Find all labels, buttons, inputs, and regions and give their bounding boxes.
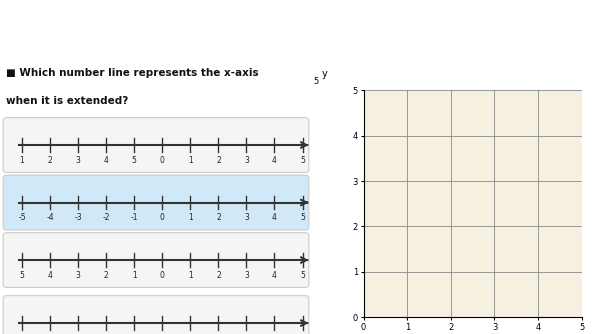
Text: 5: 5 [300, 156, 305, 165]
FancyBboxPatch shape [3, 175, 309, 230]
FancyBboxPatch shape [3, 296, 309, 334]
Text: 4: 4 [272, 213, 277, 222]
Text: y: y [321, 69, 327, 79]
Text: 3: 3 [76, 271, 81, 280]
Text: 1: 1 [188, 156, 193, 165]
Text: i-Ready: i-Ready [12, 11, 56, 21]
Text: 1: 1 [132, 271, 136, 280]
Text: 2: 2 [48, 156, 53, 165]
Text: 3: 3 [244, 271, 249, 280]
Text: 4: 4 [272, 156, 277, 165]
Text: -4: -4 [46, 213, 54, 222]
Text: 4: 4 [104, 156, 108, 165]
Text: 0: 0 [160, 156, 165, 165]
Text: -2: -2 [102, 213, 110, 222]
X-axis label: x: x [470, 333, 476, 334]
Text: 5: 5 [132, 156, 137, 165]
Text: 5: 5 [313, 76, 318, 86]
FancyBboxPatch shape [3, 233, 309, 288]
Text: 1: 1 [188, 213, 193, 222]
Text: ▶ Another fossilized bone was found outside the area of the grid. The paleontolo: ▶ Another fossilized bone was found outs… [12, 33, 572, 43]
Text: 0: 0 [160, 271, 165, 280]
Text: 0: 0 [160, 213, 165, 222]
Text: 5: 5 [300, 271, 305, 280]
Text: 2: 2 [216, 271, 221, 280]
Text: 1: 1 [19, 156, 24, 165]
Text: 2: 2 [216, 156, 221, 165]
Text: 3: 3 [244, 156, 249, 165]
Text: 3: 3 [76, 156, 81, 165]
Text: when it is extended?: when it is extended? [6, 96, 128, 106]
Text: 4: 4 [272, 271, 277, 280]
Text: 4: 4 [48, 271, 53, 280]
Text: 5: 5 [300, 213, 305, 222]
Text: ■ Which number line represents the x-axis: ■ Which number line represents the x-axi… [6, 68, 259, 78]
Text: 2: 2 [216, 213, 221, 222]
Text: 5: 5 [19, 271, 24, 280]
Text: -1: -1 [130, 213, 138, 222]
Text: 2: 2 [104, 271, 108, 280]
Text: Understand the Four-Quadrant Coordinate Plane — Instruction — Level P: Understand the Four-Quadrant Coordinate … [138, 3, 468, 12]
Text: -3: -3 [75, 213, 82, 222]
Text: ✓: ✓ [574, 30, 588, 48]
Text: the grid so they can record the location of the new bone.: the grid so they can record the location… [12, 55, 327, 65]
Text: 1: 1 [188, 271, 193, 280]
Text: 3: 3 [244, 213, 249, 222]
FancyBboxPatch shape [3, 118, 309, 172]
Text: -5: -5 [18, 213, 26, 222]
